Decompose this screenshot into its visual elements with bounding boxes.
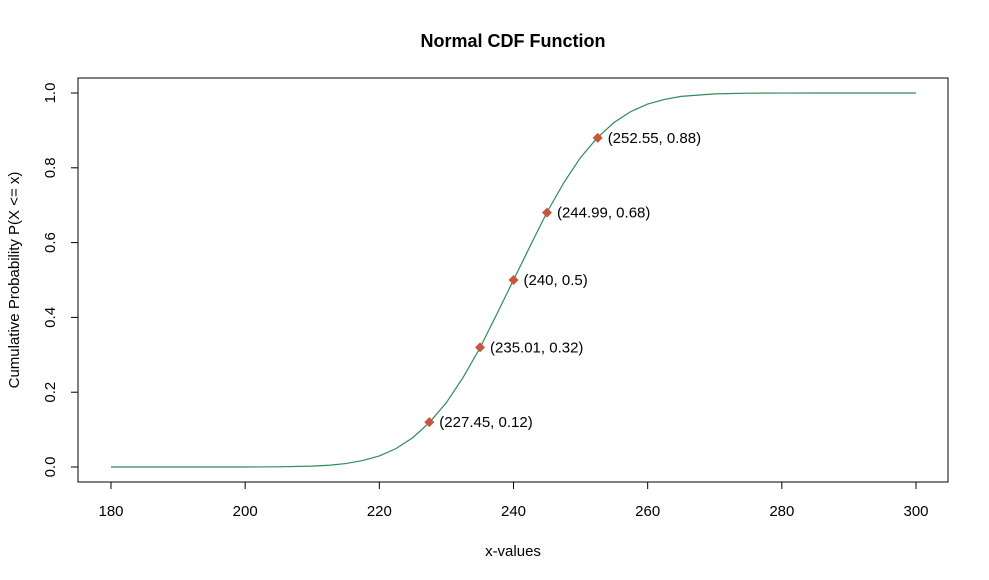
- cdf-point-label: (235.01, 0.32): [490, 339, 583, 356]
- x-tick-label: 240: [501, 503, 526, 520]
- cdf-point-label: (227.45, 0.12): [439, 414, 532, 431]
- cdf-point-marker: [424, 417, 435, 428]
- y-axis-label: Cumulative Probability P(X <= x): [6, 172, 23, 389]
- y-tick-label: 1.0: [42, 83, 59, 104]
- x-axis-label: x-values: [485, 543, 541, 560]
- y-tick-label: 0.0: [42, 457, 59, 478]
- chart-title: Normal CDF Function: [421, 31, 606, 51]
- cdf-point-label: (252.55, 0.88): [608, 130, 701, 147]
- cdf-point-label: (244.99, 0.68): [557, 205, 650, 222]
- x-tick-label: 200: [233, 503, 258, 520]
- x-tick-label: 260: [635, 503, 660, 520]
- x-tick-label: 220: [367, 503, 392, 520]
- cdf-point-marker: [508, 275, 519, 285]
- y-tick-label: 0.2: [42, 382, 59, 403]
- y-tick-label: 0.6: [42, 232, 59, 253]
- x-axis: 180 200 220 240 260 280 300: [98, 481, 929, 520]
- x-tick-label: 180: [98, 503, 123, 520]
- x-tick-label: 300: [903, 503, 928, 520]
- cdf-series-line: [111, 92, 916, 468]
- cdf-point-label: (240, 0.5): [524, 272, 588, 289]
- highlight-points: (227.45, 0.12) (235.01, 0.32) (240, 0.5) (2…: [424, 130, 701, 431]
- x-tick-label: 280: [769, 503, 794, 520]
- y-tick-label: 0.8: [42, 157, 59, 178]
- cdf-point-marker: [592, 132, 603, 143]
- cdf-point-marker: [475, 342, 486, 353]
- y-tick-label: 0.4: [42, 307, 59, 328]
- y-axis: 0.0 0.2 0.4 0.6 0.8 1.0: [42, 83, 79, 478]
- cdf-point-marker: [541, 207, 552, 218]
